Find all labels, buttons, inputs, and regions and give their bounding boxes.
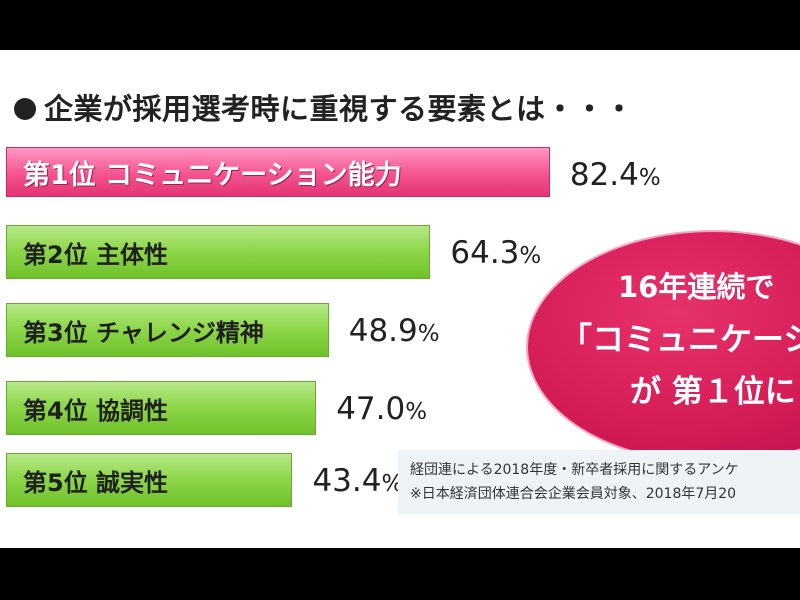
bar-4: 第4位 協調性	[6, 381, 317, 435]
bar-label-4: 第4位 協調性	[23, 396, 169, 425]
bullet-icon	[14, 98, 36, 120]
source-note-line-2: ※日本経済団体連合会企業会員対象、2018年7月20	[410, 486, 737, 502]
chart-title-text: 企業が採用選考時に重視する要素とは・・・	[44, 92, 635, 126]
value-label-2: 64.3%	[450, 235, 542, 271]
callout-line-3: が 第１位に	[630, 374, 796, 410]
bar-2: 第2位 主体性	[6, 225, 431, 279]
value-label-5: 43.4%	[312, 463, 404, 499]
bar-1: 第1位 コミュニケーション能力	[6, 147, 550, 197]
bar-label-5: 第5位 誠実性	[23, 468, 169, 497]
bar-5: 第5位 誠実性	[6, 453, 293, 507]
callout-line-1: 16年連続で	[618, 270, 775, 304]
source-note: 経団連による2018年度・新卒者採用に関するアンケ ※日本経済団体連合会企業会員…	[398, 450, 800, 514]
callout-line-2: 「コミュニケーショ	[560, 320, 800, 358]
chart-title: 企業が採用選考時に重視する要素とは・・・	[14, 86, 634, 128]
value-label-3: 48.9%	[348, 313, 440, 349]
infographic: 企業が採用選考時に重視する要素とは・・・ 第1位 コミュニケーション能力 82.4…	[0, 50, 800, 548]
value-label-1: 82.4%	[569, 157, 661, 193]
bar-label-3: 第3位 チャレンジ精神	[23, 318, 264, 347]
bar-label-2: 第2位 主体性	[23, 240, 169, 269]
value-label-4: 47.0%	[336, 391, 428, 427]
bar-3: 第3位 チャレンジ精神	[6, 303, 329, 357]
source-note-line-1: 経団連による2018年度・新卒者採用に関するアンケ	[410, 462, 739, 478]
bar-label-1: 第1位 コミュニケーション能力	[23, 159, 402, 191]
